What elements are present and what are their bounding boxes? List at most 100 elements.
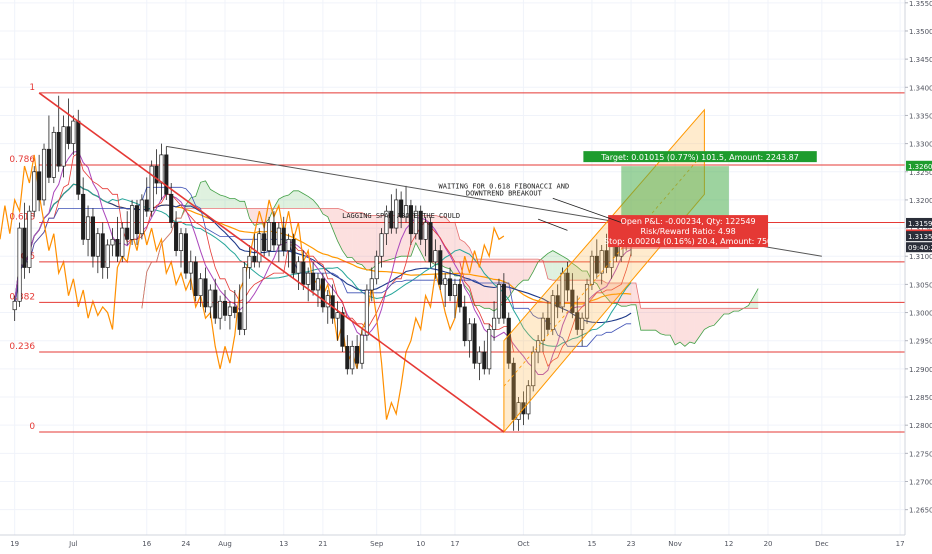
cloud-segment: [200, 180, 206, 209]
cloud-segment: [680, 308, 685, 347]
candle-body: [492, 317, 497, 330]
candle-body: [222, 300, 228, 316]
ma-teal: [14, 183, 632, 347]
time-tick-label: 24: [181, 540, 190, 548]
cloud-segment: [298, 190, 304, 209]
candle-body: [183, 233, 188, 274]
candle-body: [570, 289, 575, 313]
time-tick-label: Nov: [668, 540, 682, 548]
time-tick-label: 16: [142, 540, 151, 548]
candle-body: [134, 205, 140, 235]
candle-body: [22, 227, 27, 268]
cloud-segment: [283, 195, 289, 209]
candle-body: [17, 227, 22, 302]
time-tick-label: 23: [627, 540, 636, 548]
cloud-segment: [626, 283, 632, 307]
candle-body: [355, 345, 360, 364]
candle-body: [496, 284, 502, 319]
candle-body: [81, 193, 86, 240]
cloud-segment: [645, 308, 651, 331]
cloud-segment: [694, 308, 700, 344]
candle-body: [159, 154, 164, 184]
candle-body: [27, 210, 32, 268]
candle-body: [320, 278, 325, 308]
cloud-segment: [229, 198, 235, 209]
candle-body: [359, 334, 365, 364]
price-label-box: [906, 242, 932, 253]
candle-body: [139, 199, 144, 235]
fib-level-label: 0: [29, 422, 35, 432]
cloud-segment: [733, 308, 739, 312]
cloud-segment: [352, 212, 358, 264]
chart-annotation: LAGGING SPAN ABOVE THE COULD: [342, 212, 460, 220]
candle-body: [306, 272, 311, 285]
candle-body: [257, 233, 262, 263]
candle-body: [364, 289, 369, 336]
candle-body: [589, 255, 594, 285]
candle-body: [584, 284, 590, 319]
cloud-segment: [709, 308, 715, 327]
candle-body: [208, 289, 213, 308]
grid-layer: [0, 0, 905, 535]
price-tick-label: 1.31500: [909, 225, 932, 233]
cloud-segment: [518, 259, 524, 285]
price-tick-label: 1.30500: [909, 281, 932, 289]
cloud-segment: [699, 308, 705, 337]
candle-body: [90, 216, 96, 257]
price-tick-label: 1.29000: [909, 366, 932, 374]
candle-body: [242, 267, 247, 330]
price-label-box: [906, 160, 932, 171]
candle-body: [46, 148, 51, 178]
candle-body: [408, 205, 413, 235]
cloud-segment: [572, 263, 578, 281]
candle-body: [213, 289, 218, 319]
cloud-segment: [596, 280, 602, 293]
cloud-segment: [616, 283, 622, 307]
candle-body: [550, 295, 555, 330]
cloud-segment: [445, 216, 451, 269]
cloud-segment: [259, 208, 265, 224]
price-tick-label: 1.34000: [909, 84, 932, 92]
time-tick-label: 19: [10, 540, 19, 548]
candle-body: [301, 261, 306, 285]
candle-body: [130, 205, 135, 240]
candle-body: [149, 165, 154, 212]
candle-body: [428, 222, 433, 263]
cloud-segment: [640, 308, 646, 331]
position-target-label: Target: 0.01015 (0.77%) 101.5, Amount: 2…: [600, 153, 799, 162]
cloud-segment: [484, 259, 490, 309]
kijun-line: [14, 186, 632, 347]
candle-body: [604, 250, 609, 268]
candle-body: [389, 210, 394, 229]
candle-body: [100, 233, 105, 268]
candle-body: [374, 255, 379, 280]
candle-body: [594, 255, 599, 274]
time-tick-label: 12: [724, 540, 733, 548]
candle-body: [599, 250, 604, 274]
fib-level-label: 1: [29, 83, 35, 93]
cloud-segment: [660, 308, 666, 336]
cloud-segment: [342, 209, 348, 258]
cloud-segment: [724, 308, 729, 314]
price-tick-label: 1.33000: [909, 141, 932, 149]
candle-body: [41, 148, 47, 201]
cloud-segment: [543, 253, 548, 279]
candle-body: [413, 210, 418, 235]
cloud-segment: [254, 208, 260, 226]
price-label: 1.31357: [908, 233, 932, 241]
candle-body: [66, 126, 71, 144]
candle-body: [266, 222, 272, 251]
time-tick-label: 15: [587, 540, 596, 548]
time-tick-label: 17: [896, 540, 905, 548]
price-tick-label: 1.30000: [909, 310, 932, 318]
candle-body: [350, 345, 355, 370]
cloud-segment: [489, 259, 495, 312]
price-tick-label: 1.28000: [909, 422, 932, 430]
cloud-segment: [704, 308, 710, 330]
cloud-segment: [513, 259, 519, 290]
time-tick-label: 20: [764, 540, 773, 548]
candle-body: [85, 216, 91, 240]
cloud-segment: [401, 215, 406, 257]
